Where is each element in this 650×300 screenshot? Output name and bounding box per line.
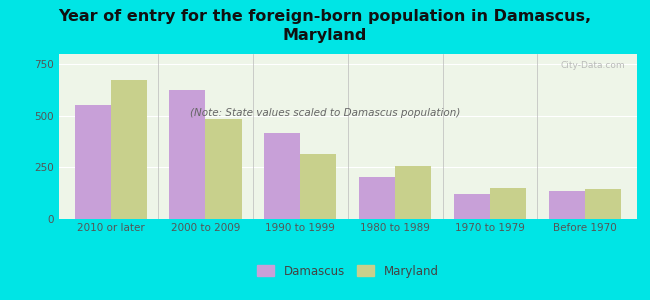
Text: Year of entry for the foreign-born population in Damascus,
Maryland: Year of entry for the foreign-born popul… xyxy=(58,9,592,43)
Bar xyxy=(549,191,585,219)
Legend: Damascus, Maryland: Damascus, Maryland xyxy=(252,260,444,282)
Text: City-Data.com: City-Data.com xyxy=(561,61,625,70)
Bar xyxy=(300,154,336,219)
Bar xyxy=(585,189,621,219)
Bar xyxy=(265,134,300,219)
Text: (Note: State values scaled to Damascus population): (Note: State values scaled to Damascus p… xyxy=(190,108,460,118)
Bar xyxy=(111,80,147,219)
Bar xyxy=(395,167,431,219)
Bar xyxy=(454,194,490,219)
Bar xyxy=(490,188,526,219)
Bar xyxy=(170,90,205,219)
Bar xyxy=(359,177,395,219)
Bar xyxy=(205,119,242,219)
Bar xyxy=(75,104,110,219)
